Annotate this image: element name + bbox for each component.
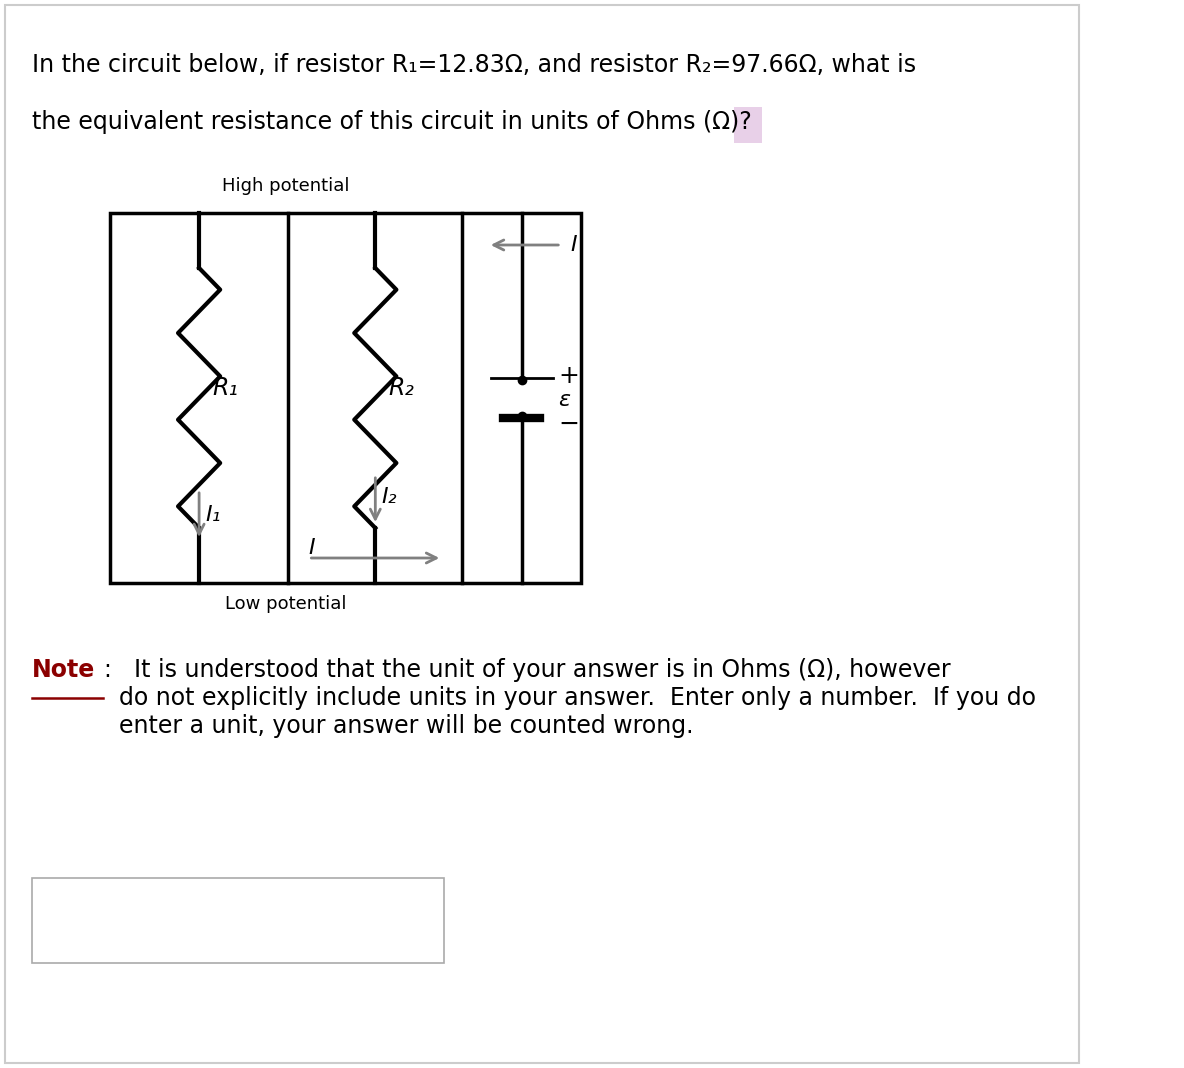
Text: Note: Note xyxy=(32,658,95,682)
Text: I₁: I₁ xyxy=(206,505,221,525)
Text: −: − xyxy=(559,412,579,436)
Text: I₂: I₂ xyxy=(381,487,397,507)
Text: Low potential: Low potential xyxy=(225,595,347,613)
Text: the equivalent resistance of this circuit in units of Ohms (Ω)?: the equivalent resistance of this circui… xyxy=(32,110,752,134)
Text: R₁: R₁ xyxy=(212,376,238,400)
Text: In the circuit below, if resistor R₁=12.83Ω, and resistor R₂=97.66Ω, what is: In the circuit below, if resistor R₁=12.… xyxy=(32,53,916,77)
Text: I: I xyxy=(309,538,315,557)
Text: +: + xyxy=(559,364,579,388)
Text: :: : xyxy=(103,658,111,682)
Text: It is understood that the unit of your answer is in Ohms (Ω), however
do not exp: It is understood that the unit of your a… xyxy=(120,658,1036,738)
Text: High potential: High potential xyxy=(223,177,349,195)
Bar xyxy=(32,878,444,963)
Bar xyxy=(734,107,761,143)
Text: R₂: R₂ xyxy=(388,376,414,400)
Bar xyxy=(110,213,581,583)
Text: ε: ε xyxy=(559,390,571,410)
Text: I: I xyxy=(571,235,577,255)
